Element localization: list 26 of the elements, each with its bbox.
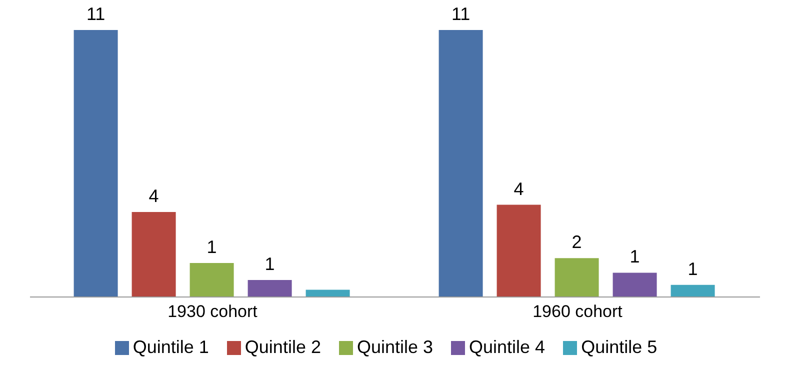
- data-label: 4: [148, 186, 159, 206]
- x-tick-label: 1930 cohort: [168, 302, 258, 322]
- bar: [496, 204, 541, 297]
- bar: [132, 212, 176, 297]
- data-label: 4: [514, 178, 524, 199]
- data-label: 11: [451, 4, 470, 24]
- data-label: 2: [572, 232, 582, 252]
- data-label: 1: [630, 246, 640, 267]
- legend-label: Quintile 4: [469, 337, 546, 357]
- bar: [74, 30, 118, 297]
- data-label: 1: [688, 258, 698, 279]
- x-tick-label: 1960 cohort: [532, 302, 623, 322]
- bar: [306, 290, 350, 297]
- legend-label: Quintile 1: [132, 337, 209, 357]
- bar: [190, 263, 234, 297]
- data-label: 1: [264, 254, 275, 274]
- legend-label: Quintile 3: [356, 337, 434, 357]
- data-label: 11: [86, 4, 106, 24]
- legend-label: Quintile 2: [244, 337, 321, 357]
- bar: [670, 284, 715, 297]
- bar: [438, 30, 483, 297]
- bar: [554, 258, 599, 297]
- bar: [248, 280, 292, 297]
- data-label: 1: [206, 237, 217, 258]
- bar: [612, 272, 657, 297]
- legend-label: Quintile 5: [581, 337, 658, 357]
